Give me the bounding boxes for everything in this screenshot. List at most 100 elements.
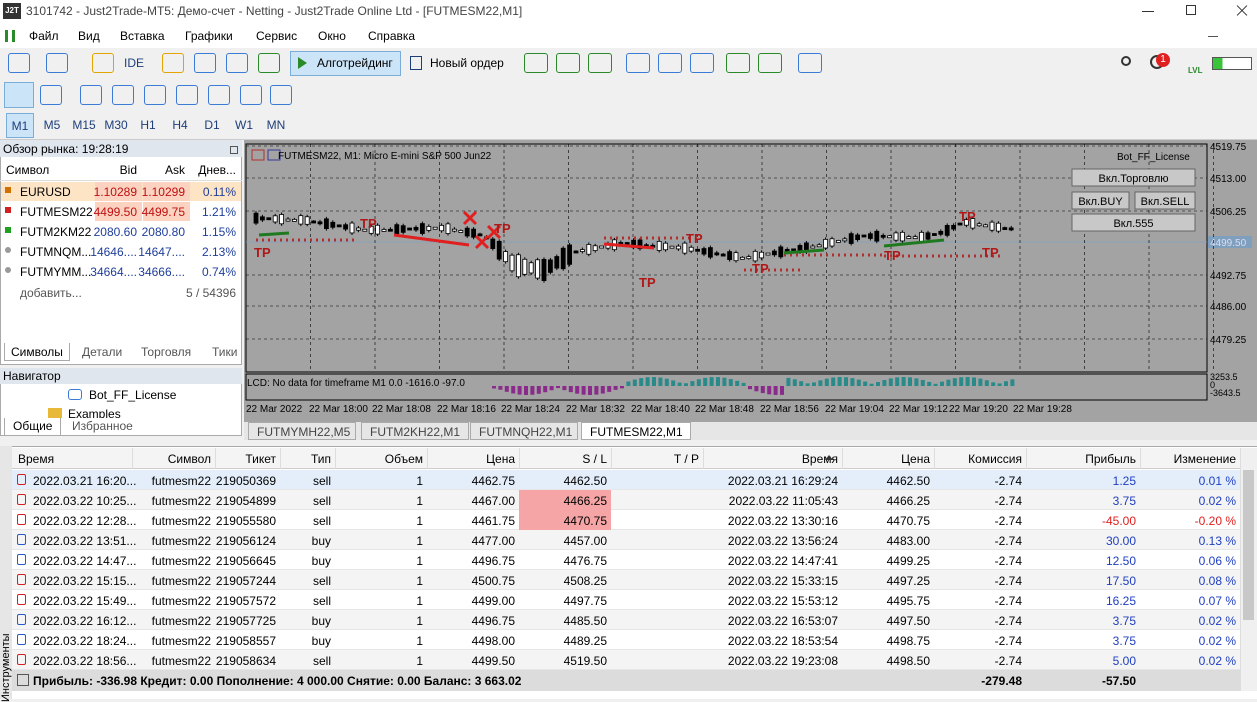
timeframe-button[interactable]: H4 xyxy=(166,113,194,138)
tool-button[interactable] xyxy=(40,85,62,105)
tool-button[interactable] xyxy=(588,53,612,73)
column-header[interactable]: Тикет xyxy=(245,452,276,466)
timeframe-button[interactable]: D1 xyxy=(198,113,226,138)
table-cell: futmesm22 xyxy=(152,554,211,568)
tool-button[interactable] xyxy=(46,53,68,73)
candle-body xyxy=(452,229,456,231)
nav-item[interactable]: Examples xyxy=(68,407,121,418)
tool-button[interactable] xyxy=(726,53,750,73)
mw-tab[interactable]: Детали xyxy=(76,343,128,361)
candle-body xyxy=(350,223,354,233)
nav-tab[interactable]: Избранное xyxy=(64,418,141,436)
chart-tab[interactable]: FUTMESM22,M1 xyxy=(581,422,691,440)
column-header[interactable]: Цена xyxy=(901,452,930,466)
timeframe-button[interactable]: M1 xyxy=(6,113,34,138)
column-header[interactable]: S / L xyxy=(582,452,607,466)
max-button[interactable] xyxy=(1186,5,1196,15)
tool-button[interactable] xyxy=(258,53,280,73)
candle-body xyxy=(312,221,316,223)
candle-body xyxy=(996,223,1000,231)
ide-button[interactable]: IDE xyxy=(124,56,144,70)
chart-button-label[interactable]: Вкл.555 xyxy=(1113,218,1153,230)
column-header[interactable]: Цена xyxy=(486,452,515,466)
candle-body xyxy=(587,244,591,254)
column-header[interactable]: Изменение xyxy=(1174,452,1236,466)
tool-button[interactable] xyxy=(112,85,134,105)
mw-cell[interactable]: FUTMESM22 xyxy=(20,205,93,219)
column-header[interactable]: Комиссия xyxy=(968,452,1022,466)
mw-tab[interactable]: Торговля xyxy=(135,343,197,361)
chart-tab[interactable]: FUTM2KH22,M1 xyxy=(361,422,469,440)
scroll-thumb[interactable] xyxy=(1243,470,1254,620)
indicator-bar xyxy=(799,381,803,386)
tool-button[interactable] xyxy=(240,85,262,105)
tool-button[interactable] xyxy=(8,53,30,73)
tool-button[interactable] xyxy=(758,53,782,73)
mw-tab[interactable]: Символы xyxy=(4,343,70,361)
table-cell: 1 xyxy=(416,614,423,628)
mdi-min[interactable] xyxy=(1208,36,1218,37)
cursor-tool[interactable] xyxy=(4,82,34,108)
mw-cell[interactable]: FUTM2KM22 xyxy=(20,225,91,239)
tool-button[interactable] xyxy=(208,85,230,105)
chart-button-label[interactable]: Вкл.Торговлю xyxy=(1099,173,1169,185)
column-header[interactable]: Символ xyxy=(168,452,211,466)
candle-body xyxy=(939,231,943,234)
tool-button[interactable] xyxy=(798,53,822,73)
mw-add[interactable]: добавить... xyxy=(20,286,82,300)
tool-button[interactable] xyxy=(690,53,714,73)
menu-item[interactable]: Файл xyxy=(29,29,59,43)
timeframe-button[interactable]: W1 xyxy=(230,113,258,138)
tool-button[interactable] xyxy=(162,53,184,73)
mw-cell[interactable]: EURUSD xyxy=(20,185,71,199)
menu-item[interactable]: Вид xyxy=(78,29,100,43)
tool-button[interactable] xyxy=(194,53,216,73)
nav-tab[interactable]: Общие xyxy=(4,418,61,436)
mw-close[interactable] xyxy=(230,146,238,154)
timeframe-button[interactable]: M30 xyxy=(102,113,130,138)
tool-button[interactable] xyxy=(556,53,580,73)
column-header[interactable]: Тип xyxy=(311,452,331,466)
timeframe-button[interactable]: H1 xyxy=(134,113,162,138)
mw-tab[interactable]: Тики xyxy=(206,343,243,361)
timeframe-button[interactable]: M15 xyxy=(70,113,98,138)
search-icon[interactable] xyxy=(1121,56,1131,66)
tool-button[interactable] xyxy=(92,53,114,73)
candle-body xyxy=(574,251,578,253)
column-divider xyxy=(703,448,704,469)
timeframe-button[interactable]: MN xyxy=(262,113,290,138)
indicator-bar xyxy=(562,386,566,390)
tool-button[interactable] xyxy=(226,53,248,73)
mw-cell[interactable]: FUTMNQM... xyxy=(20,245,91,259)
chart-button-label[interactable]: Вкл.BUY xyxy=(1078,196,1123,208)
menu-item[interactable]: Вставка xyxy=(120,29,165,43)
column-header[interactable]: Объем xyxy=(385,452,423,466)
tool-button[interactable] xyxy=(270,85,292,105)
tool-button[interactable] xyxy=(626,53,650,73)
candle-body xyxy=(945,225,949,235)
nav-item[interactable]: Bot_FF_License xyxy=(89,388,176,402)
candle-body xyxy=(772,251,776,255)
chart-button-label[interactable]: Вкл.SELL xyxy=(1141,196,1190,208)
tool-button[interactable] xyxy=(144,85,166,105)
table-cell: 219054899 xyxy=(216,494,276,508)
tool-button[interactable] xyxy=(176,85,198,105)
column-header[interactable]: Прибыль xyxy=(1085,452,1136,466)
timeframe-button[interactable]: M5 xyxy=(38,113,66,138)
menu-item[interactable]: Сервис xyxy=(256,29,297,43)
menu-item[interactable]: Графики xyxy=(185,29,233,43)
menu-item[interactable]: Справка xyxy=(368,29,415,43)
new-order-button[interactable]: Новый ордер xyxy=(430,56,504,70)
tool-button[interactable] xyxy=(658,53,682,73)
mw-cell[interactable]: FUTMYMM... xyxy=(20,265,91,279)
column-header[interactable]: T / P xyxy=(674,452,699,466)
menu-item[interactable]: Окно xyxy=(318,29,346,43)
table-cell: 2022.03.22 15:49... xyxy=(33,594,136,608)
candle-body xyxy=(555,257,559,269)
column-header[interactable]: Время xyxy=(18,452,54,466)
chart-tab[interactable]: FUTMNQH22,M1 xyxy=(470,422,578,440)
tool-button[interactable] xyxy=(80,85,102,105)
tool-button[interactable] xyxy=(524,53,548,73)
chart-tab[interactable]: FUTMYMH22,M5 xyxy=(248,422,356,440)
table-cell: 1 xyxy=(416,594,423,608)
